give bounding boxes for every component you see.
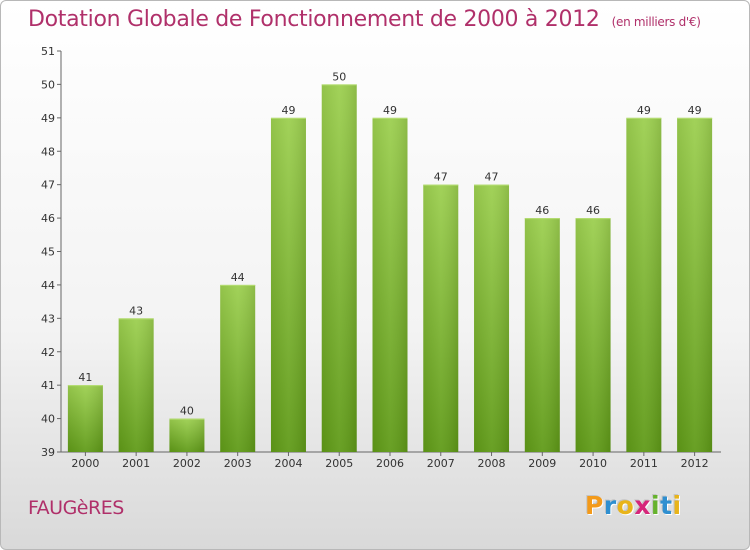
bar-value-label: 49: [281, 104, 295, 117]
bar-shading: [524, 218, 560, 452]
bar-value-label: 46: [586, 204, 600, 217]
bar-value-label: 43: [129, 304, 143, 317]
logo-letter: x: [634, 491, 651, 520]
bar-shading: [677, 117, 713, 452]
bar-value-label: 47: [485, 171, 499, 184]
bar-shading: [67, 385, 103, 452]
x-tick-label: 2007: [427, 457, 455, 470]
bar-value-label: 44: [231, 271, 245, 284]
chart-subtitle: (en milliers d'€): [611, 15, 701, 29]
bar-shading: [626, 117, 662, 452]
bar-shading: [372, 117, 408, 452]
logo-letter: i: [672, 491, 682, 520]
x-tick-label: 2005: [325, 457, 353, 470]
proxiti-logo[interactable]: Proxiti: [585, 491, 682, 520]
logo-letter: t: [660, 491, 673, 520]
y-tick-label: 44: [41, 279, 55, 292]
y-tick-label: 49: [41, 112, 55, 125]
y-tick-label: 39: [41, 446, 55, 459]
y-tick-label: 41: [41, 379, 55, 392]
logo-letter: o: [616, 491, 635, 520]
bar-shading: [575, 218, 611, 452]
x-tick-label: 2010: [579, 457, 607, 470]
bar-shading: [321, 84, 357, 453]
bar-value-label: 49: [688, 104, 702, 117]
y-tick-label: 51: [41, 45, 55, 58]
logo-letter: r: [603, 491, 617, 520]
y-tick-label: 45: [41, 246, 55, 259]
x-tick-label: 2000: [71, 457, 99, 470]
bars: [67, 84, 713, 453]
bar-shading: [118, 318, 154, 452]
y-tick-label: 40: [41, 413, 55, 426]
bar-value-label: 41: [78, 371, 92, 384]
x-tick-label: 2008: [478, 457, 506, 470]
bar-shading: [169, 418, 205, 452]
logo-letter: P: [585, 491, 604, 520]
bar-value-label: 40: [180, 405, 194, 418]
bar-value-label: 49: [383, 104, 397, 117]
x-tick-label: 2001: [122, 457, 150, 470]
y-tick-label: 46: [41, 212, 55, 225]
bar-value-label: 47: [434, 171, 448, 184]
bar-value-label: 49: [637, 104, 651, 117]
x-tick-label: 2004: [274, 457, 302, 470]
commune-name: FAUGèRES: [28, 497, 124, 519]
y-tick-label: 47: [41, 179, 55, 192]
x-tick-label: 2002: [173, 457, 201, 470]
axes: 39 40 41 42 43 44 45 46 47 48 49 50 51 2000 2001 2002 20…: [41, 45, 721, 470]
y-tick-label: 50: [41, 78, 55, 91]
bar-shading: [474, 184, 510, 452]
x-tick-label: 2006: [376, 457, 404, 470]
chart-title: Dotation Globale de Fonctionnement de 20…: [28, 7, 600, 32]
x-tick-label: 2003: [224, 457, 252, 470]
y-tick-label: 42: [41, 346, 55, 359]
chart-title-block: Dotation Globale de Fonctionnement de 20…: [28, 7, 701, 32]
y-tick-label: 48: [41, 145, 55, 158]
x-tick-label: 2009: [528, 457, 556, 470]
logo-letter: i: [651, 491, 661, 520]
value-labels: 41 43 40 44 49 50 49 47 47 46 46 49 49: [78, 70, 701, 417]
bar-shading: [270, 117, 306, 452]
y-tick-label: 43: [41, 312, 55, 325]
bar-shading: [423, 184, 459, 452]
x-tick-label: 2011: [630, 457, 658, 470]
bar-shading: [220, 284, 256, 452]
x-tick-label: 2012: [681, 457, 709, 470]
bar-value-label: 46: [535, 204, 549, 217]
bar-value-label: 50: [332, 70, 346, 83]
